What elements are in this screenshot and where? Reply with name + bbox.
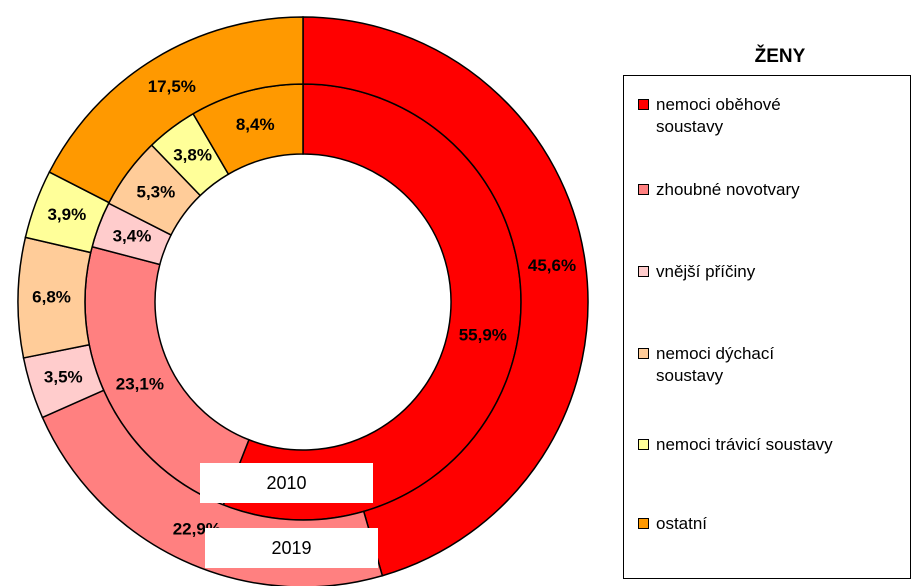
donut-segment [48, 16, 304, 204]
legend-label: zhoubné novotvary [656, 180, 800, 199]
legend-label: nemoci trávicí soustavy [656, 435, 833, 454]
year-label: 2010 [200, 463, 373, 503]
data-label: 3,5% [44, 368, 83, 387]
legend-item: ostatní [638, 513, 915, 535]
data-label: 3,9% [47, 205, 86, 224]
legend-item: vnější příčiny [638, 261, 915, 283]
data-label: 55,9% [459, 326, 507, 345]
donut-segment [302, 16, 589, 577]
legend-swatch [638, 99, 649, 110]
data-label: 5,3% [136, 183, 175, 202]
legend-swatch [638, 184, 649, 195]
legend-label: vnější příčiny [656, 262, 756, 281]
data-label: 45,6% [528, 256, 576, 275]
legend-swatch [638, 266, 649, 277]
legend-item: nemoci trávicí soustavy [638, 434, 915, 456]
legend-item: nemoci oběhové soustavy [638, 94, 806, 138]
data-label: 23,1% [116, 374, 164, 393]
legend-item: nemoci dýchací soustavy [638, 343, 806, 387]
legend-label: nemoci oběhové soustavy [656, 95, 781, 136]
data-label: 3,8% [173, 146, 212, 165]
legend-item: zhoubné novotvary [638, 179, 915, 201]
legend-label: nemoci dýchací soustavy [656, 344, 775, 385]
legend-swatch [638, 348, 649, 359]
data-label: 3,4% [113, 226, 152, 245]
year-label: 2019 [205, 528, 378, 568]
data-label: 8,4% [236, 115, 275, 134]
legend-swatch [638, 518, 649, 529]
data-label: 6,8% [32, 288, 71, 307]
data-label: 17,5% [148, 77, 196, 96]
legend-swatch [638, 439, 649, 450]
legend-label: ostatní [656, 514, 708, 533]
legend: nemoci oběhové soustavy zhoubné novotvary… [623, 75, 911, 579]
chart-title: ŽENY [754, 46, 806, 67]
